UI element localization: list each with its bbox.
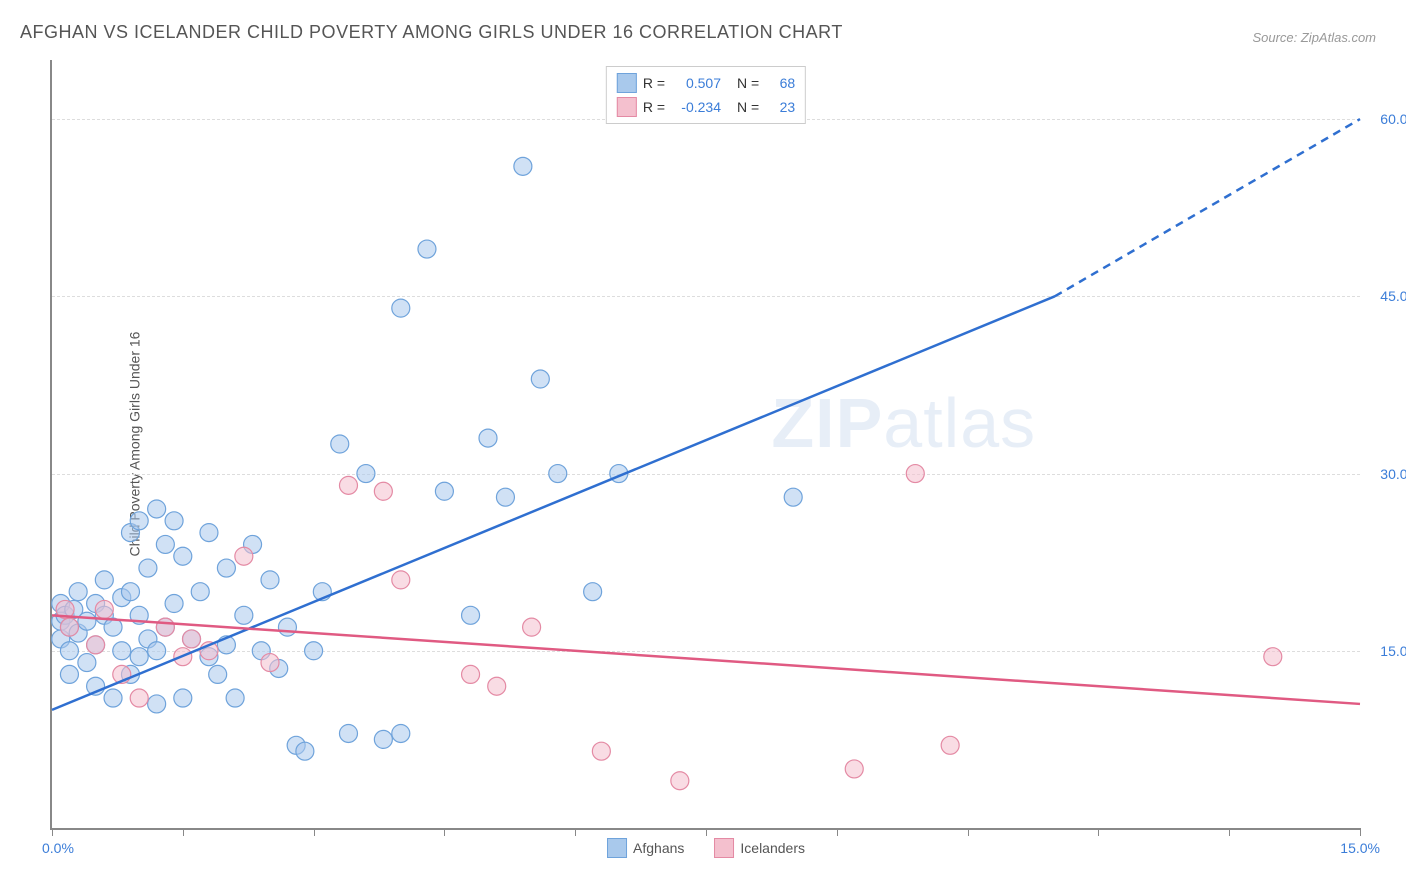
y-axis-label: 45.0% bbox=[1380, 288, 1406, 304]
x-axis-min-label: 0.0% bbox=[42, 840, 74, 856]
legend-item-icelanders: Icelanders bbox=[714, 838, 805, 858]
y-axis-label: 60.0% bbox=[1380, 111, 1406, 127]
n-value-0: 68 bbox=[765, 75, 795, 91]
legend-row-icelanders: R = -0.234 N = 23 bbox=[617, 95, 795, 119]
r-label-1: R = bbox=[643, 99, 665, 115]
n-label-0: N = bbox=[737, 75, 759, 91]
legend-item-afghans: Afghans bbox=[607, 838, 684, 858]
swatch-afghans-bottom bbox=[607, 838, 627, 858]
n-value-1: 23 bbox=[765, 99, 795, 115]
r-value-0: 0.507 bbox=[671, 75, 721, 91]
y-axis-label: 30.0% bbox=[1380, 466, 1406, 482]
swatch-icelanders-bottom bbox=[714, 838, 734, 858]
scatter-plot-svg bbox=[52, 60, 1360, 828]
source-credit: Source: ZipAtlas.com bbox=[1252, 30, 1376, 45]
x-axis-max-label: 15.0% bbox=[1340, 840, 1380, 856]
r-value-1: -0.234 bbox=[671, 99, 721, 115]
correlation-legend: R = 0.507 N = 68 R = -0.234 N = 23 bbox=[606, 66, 806, 124]
swatch-afghans bbox=[617, 73, 637, 93]
swatch-icelanders bbox=[617, 97, 637, 117]
legend-row-afghans: R = 0.507 N = 68 bbox=[617, 71, 795, 95]
plot-area: Child Poverty Among Girls Under 16 ZIPat… bbox=[50, 60, 1360, 830]
r-label-0: R = bbox=[643, 75, 665, 91]
legend-label-icelanders: Icelanders bbox=[740, 840, 805, 856]
n-label-1: N = bbox=[737, 99, 759, 115]
series-legend: Afghans Icelanders bbox=[607, 838, 805, 858]
legend-label-afghans: Afghans bbox=[633, 840, 684, 856]
y-axis-label: 15.0% bbox=[1380, 643, 1406, 659]
chart-title: AFGHAN VS ICELANDER CHILD POVERTY AMONG … bbox=[20, 22, 843, 43]
